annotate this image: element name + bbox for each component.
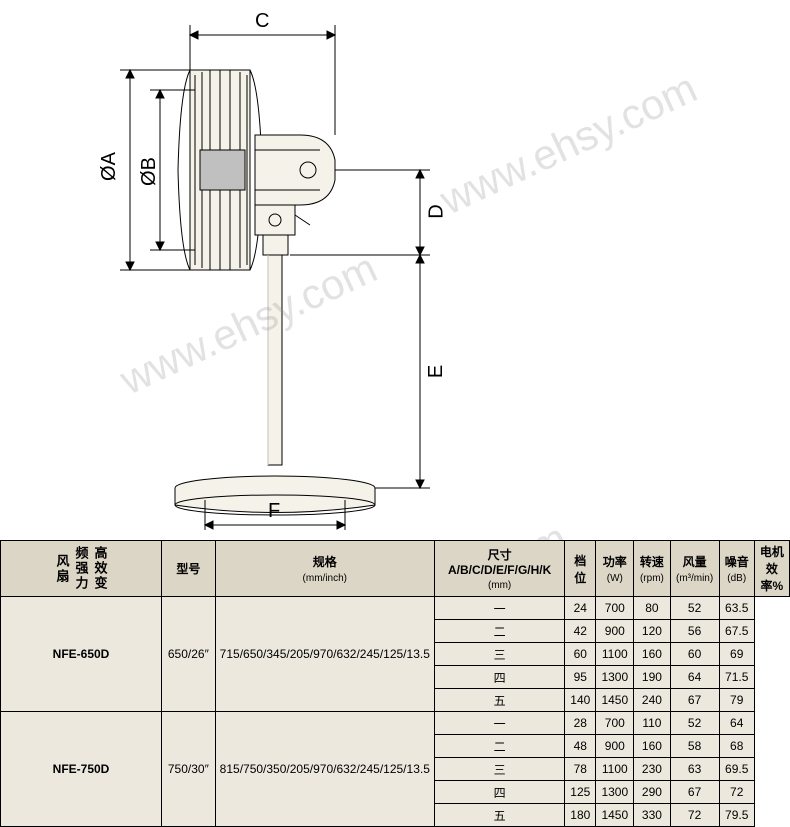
noise-cell: 67 (670, 689, 719, 712)
noise-cell: 52 (670, 597, 719, 620)
spec-cell: 750/30″ (162, 712, 216, 827)
airflow-cell: 330 (634, 804, 670, 827)
eff-cell: 68 (719, 735, 754, 758)
gear-cell: 三 (434, 758, 564, 781)
dim-label-f: F (268, 500, 280, 523)
header-eff: 电机效率% (754, 541, 789, 597)
power-cell: 78 (565, 758, 596, 781)
gear-cell: 二 (434, 735, 564, 758)
header-speed: 转速(rpm) (634, 541, 670, 597)
header-noise: 噪音(dB) (719, 541, 754, 597)
model-cell: NFE-750D (1, 712, 162, 827)
speed-cell: 1450 (596, 804, 634, 827)
eff-cell: 63.5 (719, 597, 754, 620)
airflow-cell: 230 (634, 758, 670, 781)
eff-cell: 79.5 (719, 804, 754, 827)
gear-cell: 四 (434, 781, 564, 804)
dims-cell: 715/650/345/205/970/632/245/125/13.5 (215, 597, 434, 712)
gear-cell: 五 (434, 804, 564, 827)
header-power: 功率(W) (596, 541, 634, 597)
power-cell: 24 (565, 597, 596, 620)
category-label: 高效变频强力风扇 (1, 541, 162, 597)
noise-cell: 52 (670, 712, 719, 735)
airflow-cell: 160 (634, 643, 670, 666)
power-cell: 42 (565, 620, 596, 643)
airflow-cell: 190 (634, 666, 670, 689)
speed-cell: 1100 (596, 758, 634, 781)
speed-cell: 1300 (596, 781, 634, 804)
power-cell: 180 (565, 804, 596, 827)
speed-cell: 900 (596, 735, 634, 758)
eff-cell: 69 (719, 643, 754, 666)
power-cell: 60 (565, 643, 596, 666)
table-header-row: 高效变频强力风扇 型号 规格(mm/inch) 尺寸 A/B/C/D/E/F/G… (1, 541, 790, 597)
dim-label-a: ØA (98, 152, 121, 181)
power-cell: 28 (565, 712, 596, 735)
eff-cell: 72 (719, 781, 754, 804)
noise-cell: 60 (670, 643, 719, 666)
eff-cell: 67.5 (719, 620, 754, 643)
power-cell: 140 (565, 689, 596, 712)
dims-cell: 815/750/350/205/970/632/245/125/13.5 (215, 712, 434, 827)
airflow-cell: 160 (634, 735, 670, 758)
spec-table: 高效变频强力风扇 型号 规格(mm/inch) 尺寸 A/B/C/D/E/F/G… (0, 540, 790, 827)
spec-cell: 650/26″ (162, 597, 216, 712)
speed-cell: 700 (596, 712, 634, 735)
dim-label-e: E (425, 365, 448, 378)
airflow-cell: 290 (634, 781, 670, 804)
airflow-cell: 110 (634, 712, 670, 735)
model-cell: NFE-650D (1, 597, 162, 712)
header-spec: 规格(mm/inch) (215, 541, 434, 597)
power-cell: 95 (565, 666, 596, 689)
noise-cell: 72 (670, 804, 719, 827)
header-model: 型号 (162, 541, 216, 597)
eff-cell: 71.5 (719, 666, 754, 689)
eff-cell: 69.5 (719, 758, 754, 781)
speed-cell: 1300 (596, 666, 634, 689)
eff-cell: 79 (719, 689, 754, 712)
speed-cell: 1450 (596, 689, 634, 712)
noise-cell: 58 (670, 735, 719, 758)
noise-cell: 64 (670, 666, 719, 689)
power-cell: 48 (565, 735, 596, 758)
speed-cell: 1100 (596, 643, 634, 666)
dim-label-c: C (255, 10, 269, 33)
speed-cell: 900 (596, 620, 634, 643)
dim-label-d: D (426, 204, 449, 218)
gear-cell: 一 (434, 712, 564, 735)
gear-cell: 四 (434, 666, 564, 689)
gear-cell: 五 (434, 689, 564, 712)
airflow-cell: 80 (634, 597, 670, 620)
eff-cell: 64 (719, 712, 754, 735)
noise-cell: 67 (670, 781, 719, 804)
header-airflow: 风量(m³/min) (670, 541, 719, 597)
power-cell: 125 (565, 781, 596, 804)
gear-cell: 二 (434, 620, 564, 643)
noise-cell: 63 (670, 758, 719, 781)
speed-cell: 700 (596, 597, 634, 620)
gear-cell: 一 (434, 597, 564, 620)
fan-drawing (0, 0, 790, 540)
header-dims: 尺寸 A/B/C/D/E/F/G/H/K(mm) (434, 541, 564, 597)
gear-cell: 三 (434, 643, 564, 666)
technical-diagram: C ØA ØB D E F (0, 0, 790, 540)
noise-cell: 56 (670, 620, 719, 643)
header-gear: 档位 (565, 541, 596, 597)
airflow-cell: 120 (634, 620, 670, 643)
table-row: NFE-750D750/30″815/750/350/205/970/632/2… (1, 712, 790, 735)
dim-label-b: ØB (138, 157, 161, 186)
airflow-cell: 240 (634, 689, 670, 712)
table-row: NFE-650D650/26″715/650/345/205/970/632/2… (1, 597, 790, 620)
